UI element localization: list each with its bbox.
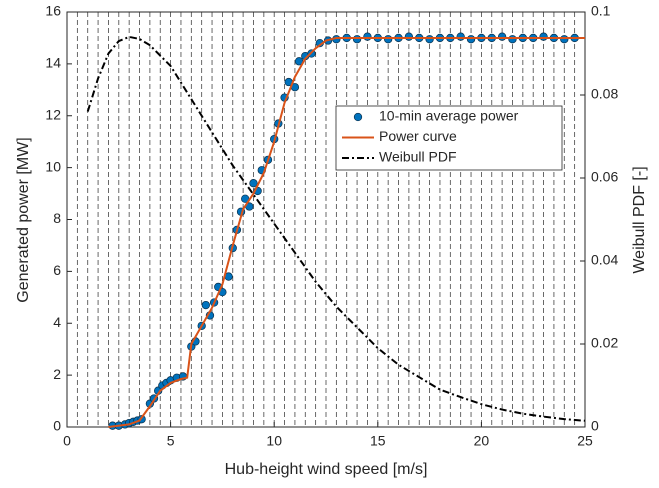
data-point: [560, 35, 569, 44]
y2-tick-label: 0.02: [591, 335, 618, 351]
y2-tick-label: 0.08: [591, 86, 618, 102]
y-tick-label: 8: [53, 210, 61, 226]
data-point: [352, 35, 362, 44]
data-point: [425, 35, 434, 44]
y-tick-label: 16: [45, 3, 61, 19]
legend-label: Power curve: [379, 128, 457, 144]
data-point: [384, 35, 393, 44]
y2-tick-label: 0: [591, 418, 599, 434]
data-point: [249, 179, 258, 188]
legend-box: [335, 105, 563, 171]
y-tick-label: 2: [53, 366, 61, 382]
data-point: [201, 300, 210, 310]
y-tick-label: 10: [45, 158, 61, 174]
x-tick-label: 20: [474, 433, 490, 449]
y-axis-label: Generated power [MW]: [15, 137, 32, 302]
data-point: [508, 35, 517, 44]
y2-tick-label: 0.04: [591, 252, 618, 268]
y2-axis-label: Weibull PDF [-]: [631, 166, 648, 273]
x-tick-label: 0: [63, 433, 71, 449]
y-tick-label: 6: [53, 262, 61, 278]
y-tick-label: 0: [53, 418, 61, 434]
data-line: [86, 35, 586, 422]
data-point: [539, 32, 548, 41]
y2-tick-label: 0.1: [591, 3, 611, 19]
legend-marker: [353, 112, 363, 122]
y-tick-label: 14: [45, 55, 61, 71]
x-tick-label: 10: [266, 433, 282, 449]
data-point: [363, 32, 372, 41]
legend-label: 10-min average power: [379, 108, 519, 124]
y-tick-label: 12: [45, 106, 61, 122]
y-tick-label: 4: [53, 314, 61, 330]
legend: 10-min average power Power curve Weibull P…: [335, 105, 563, 171]
data-point: [404, 32, 414, 41]
x-tick-label: 15: [370, 433, 386, 449]
data-point: [466, 35, 476, 44]
data-point: [456, 32, 465, 41]
data-point: [497, 32, 507, 41]
x-axis-label: Hub-height wind speed [m/s]: [225, 461, 428, 478]
x-tick-label: 25: [577, 433, 593, 449]
legend-label: Weibull PDF: [379, 149, 457, 165]
data-line: [108, 36, 585, 428]
y2-tick-label: 0.06: [591, 169, 618, 185]
x-tick-label: 5: [167, 433, 175, 449]
